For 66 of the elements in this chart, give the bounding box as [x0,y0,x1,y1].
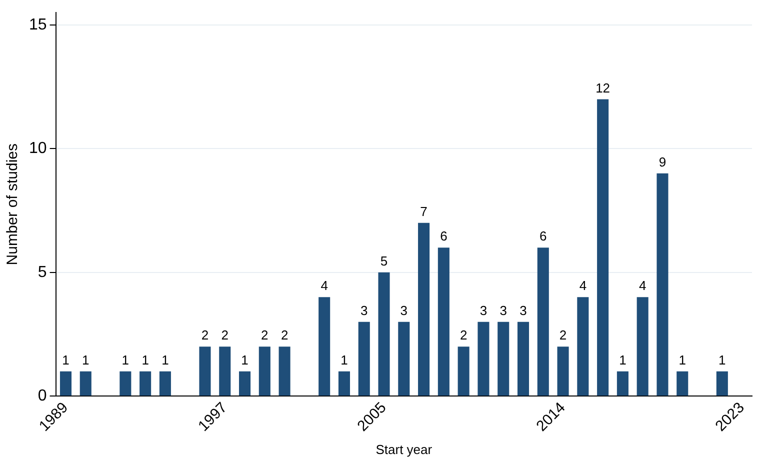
data-label: 6 [540,228,547,244]
y-tick-label: 15 [29,16,47,34]
bar [458,346,470,396]
data-label: 2 [261,328,268,343]
data-label: 5 [380,253,388,268]
bar [676,371,688,396]
bar [438,248,450,396]
bar [537,248,549,396]
bar [498,322,510,396]
data-label: 3 [400,302,408,318]
data-label: 1 [62,352,70,368]
bar [239,371,251,396]
data-label: 4 [638,278,646,294]
bar [418,222,430,396]
bar [597,99,609,396]
data-label: 3 [360,302,368,318]
bar [517,322,530,396]
data-label: 2 [559,328,567,343]
data-label: 7 [420,204,428,219]
bar [398,322,410,396]
data-label: 1 [678,352,686,368]
data-label: 1 [340,352,348,368]
data-label: 3 [500,302,507,318]
y-tick-label: 5 [38,264,47,281]
bar [338,371,350,396]
data-label: 1 [142,352,149,368]
bar [716,371,728,396]
data-label: 6 [440,228,448,244]
bar [656,173,668,396]
bar [60,371,72,396]
data-label: 12 [596,80,610,96]
data-label: 2 [221,328,228,343]
data-label: 1 [241,352,248,368]
data-label: 1 [718,352,726,368]
bar [616,371,628,396]
data-label: 9 [658,154,666,170]
bar [278,346,290,396]
data-label: 4 [579,278,587,294]
bar [557,346,569,396]
bar [258,346,270,396]
bar [80,371,92,396]
data-label: 2 [460,328,468,343]
bar [318,297,330,396]
data-label: 1 [122,352,130,368]
bar [378,272,390,396]
y-tick-label: 10 [29,140,47,158]
data-label: 1 [619,352,626,368]
bar [358,322,370,396]
data-label: 4 [320,278,328,294]
y-tick-label: 0 [38,387,47,404]
bar [199,346,211,396]
bar [478,322,490,396]
bar [159,371,171,396]
data-label: 3 [480,302,488,318]
bar [219,346,231,396]
data-label: 2 [280,328,288,343]
bar [636,297,648,396]
y-axis-title: Number of studies [4,143,22,266]
data-label: 1 [82,352,90,368]
data-label: 2 [201,328,209,343]
data-label: 1 [162,352,169,368]
data-label: 3 [520,302,527,318]
x-axis-title: Start year [376,442,433,457]
bar [577,297,589,396]
bar [140,371,152,396]
bar [120,371,132,396]
